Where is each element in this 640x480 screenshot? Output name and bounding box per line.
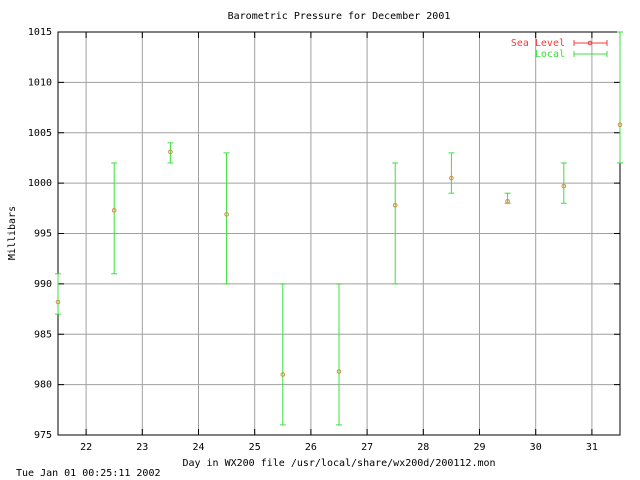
point [617,122,623,127]
y-tick-label: 995 [34,229,52,240]
y-tick-label: 980 [34,380,52,391]
plot-frame [57,31,621,436]
x-tick-label: 26 [305,442,317,453]
x-tick-label: 27 [361,442,373,453]
point [55,299,61,305]
x-axis-label: Day in WX200 file /usr/local/share/wx200… [182,458,495,469]
legend-label: Sea Level [511,38,565,49]
y-tick-label: 1000 [28,178,52,189]
y-tick-label: 985 [34,329,52,340]
point [336,369,342,374]
y-tick-label: 975 [34,430,52,441]
y-tick-label: 1010 [28,77,52,88]
chart-title: Barometric Pressure for December 2001 [228,11,451,22]
x-tick-label: 31 [586,442,598,453]
x-tick-label: 29 [473,442,485,453]
y-axis-label: Millibars [7,206,18,260]
point [280,372,286,377]
y-tick-label: 990 [34,279,52,290]
x-tick-label: 28 [417,442,429,453]
point [392,202,398,208]
point [111,208,117,213]
point [561,183,567,189]
legend-label: Local [535,49,565,60]
y-tick-label: 1005 [28,128,52,139]
y-tick-label: 1015 [28,27,52,38]
x-tick-label: 23 [136,442,148,453]
x-tick-label: 25 [249,442,261,453]
point [224,212,229,217]
legend-swatch [587,40,593,46]
point [505,198,510,204]
x-tick-label: 22 [80,442,92,453]
point [449,175,454,181]
point [168,149,173,155]
x-tick-label: 30 [530,442,542,453]
timestamp: Tue Jan 01 00:25:11 2002 [16,468,161,479]
x-tick-label: 24 [192,442,204,453]
